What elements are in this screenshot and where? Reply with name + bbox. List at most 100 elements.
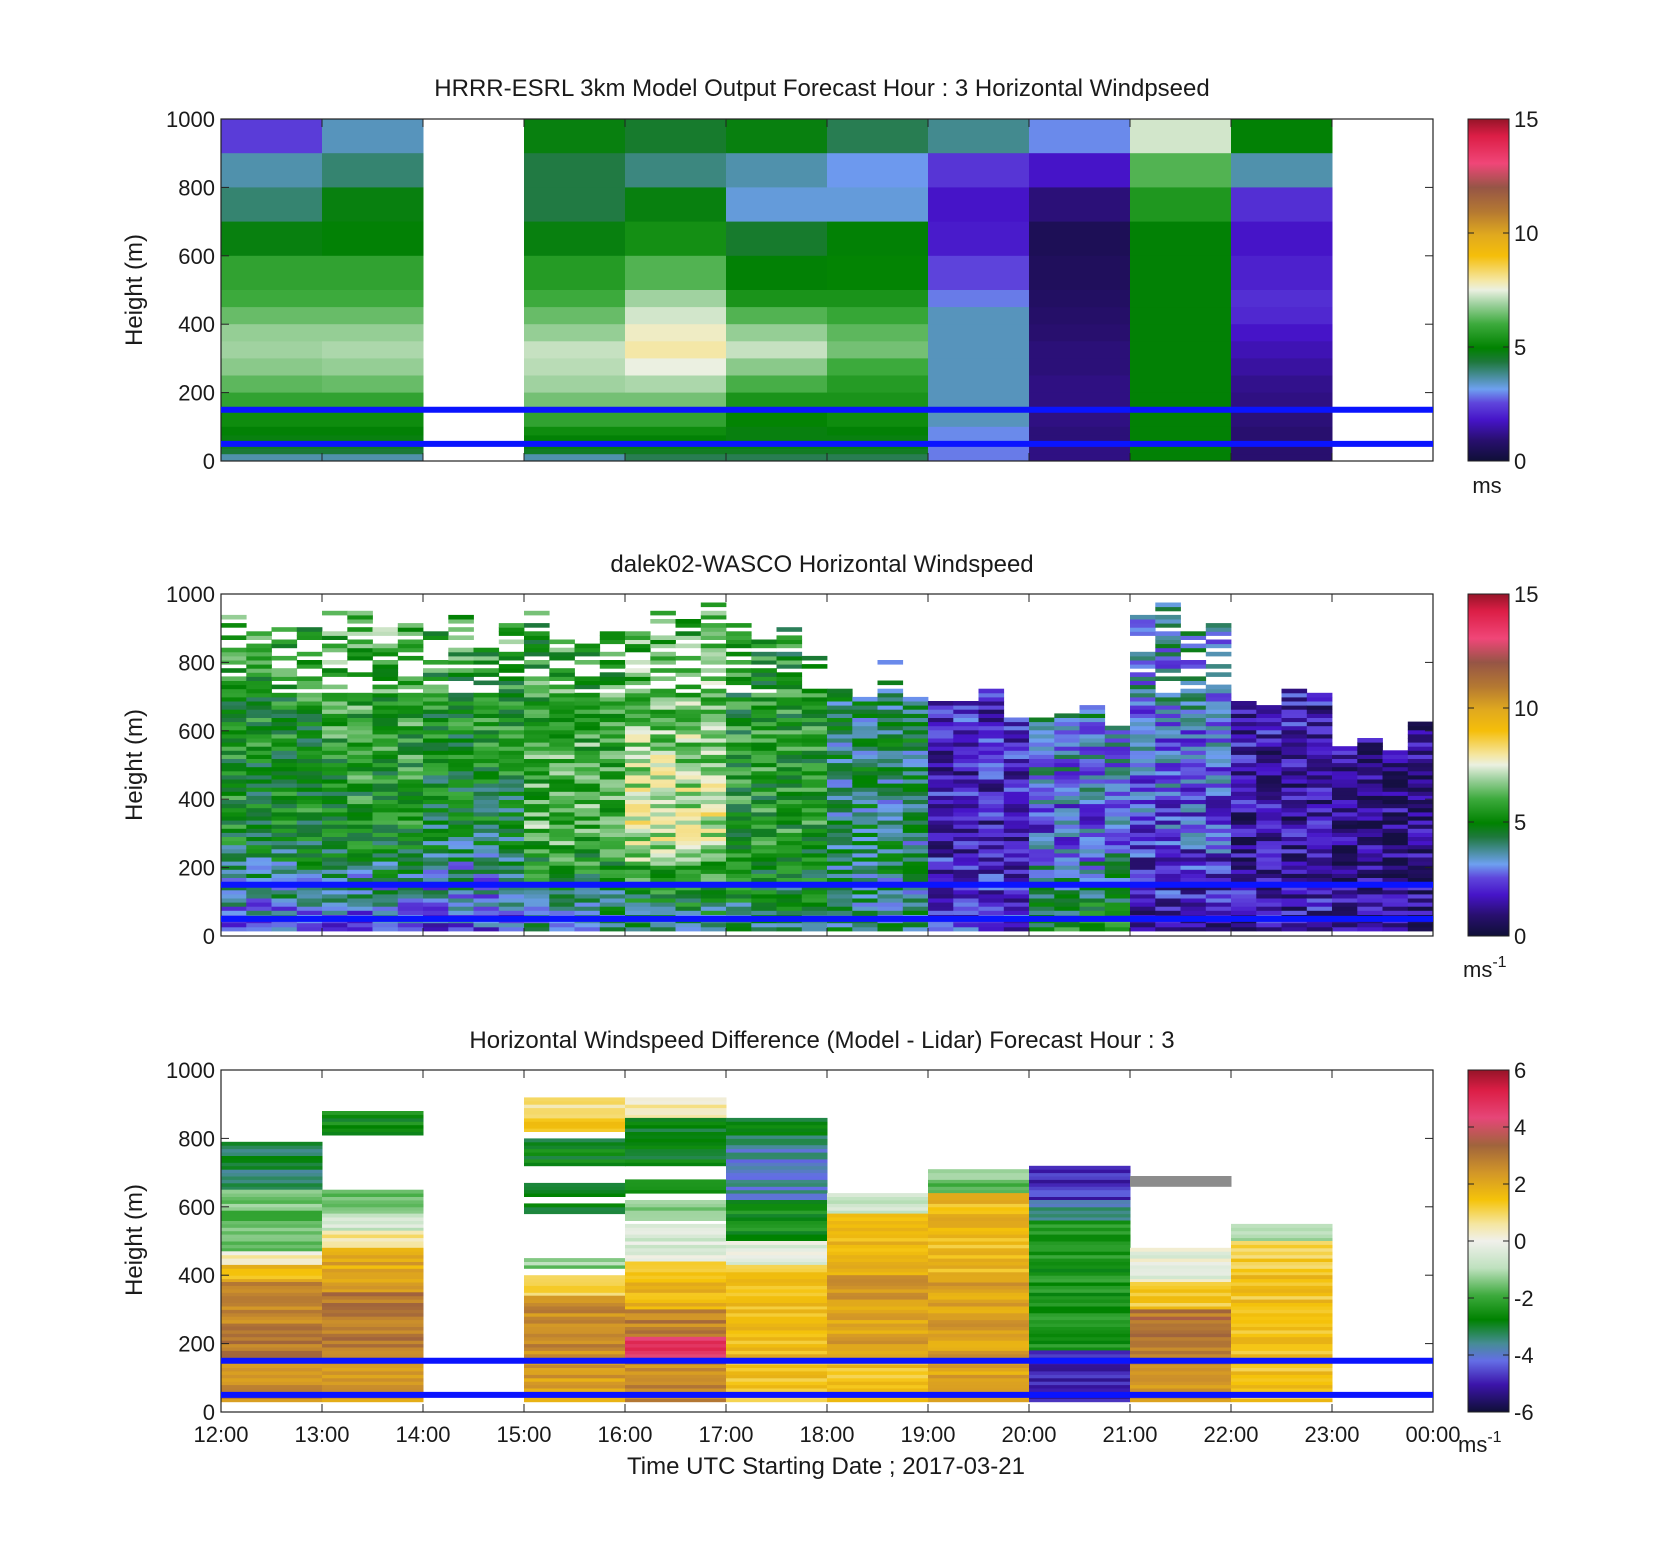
heatmap-cell bbox=[902, 857, 929, 862]
heatmap-cell bbox=[1306, 774, 1333, 780]
heatmap-cell bbox=[322, 824, 348, 829]
heatmap-cell bbox=[296, 885, 323, 891]
heatmap-cell bbox=[372, 660, 399, 665]
heatmap-cell bbox=[448, 803, 474, 809]
heatmap-cell bbox=[1130, 1299, 1232, 1303]
heatmap-cell bbox=[524, 889, 550, 895]
heatmap-cell bbox=[726, 1155, 828, 1160]
heatmap-cell bbox=[625, 1217, 727, 1221]
heatmap-cell bbox=[296, 873, 323, 878]
heatmap-cell bbox=[726, 1258, 828, 1262]
heatmap-cell bbox=[599, 824, 626, 829]
heatmap-cell bbox=[1155, 713, 1181, 718]
heatmap-cell bbox=[473, 828, 500, 833]
heatmap-cell bbox=[322, 324, 424, 342]
heatmap-cell bbox=[347, 639, 373, 645]
heatmap-cell bbox=[776, 676, 803, 681]
heatmap-cell bbox=[549, 889, 575, 895]
heatmap-cell bbox=[524, 1145, 626, 1150]
heatmap-cell bbox=[1155, 873, 1181, 878]
heatmap-cell bbox=[902, 922, 929, 928]
heatmap-cell bbox=[675, 643, 702, 649]
heatmap-cell bbox=[322, 1244, 424, 1249]
heatmap-cell bbox=[928, 1319, 1030, 1324]
heatmap-cell bbox=[928, 787, 954, 792]
heatmap-cell bbox=[1155, 766, 1181, 772]
heatmap-cell bbox=[751, 820, 777, 825]
heatmap-cell bbox=[599, 848, 626, 854]
heatmap-cell bbox=[751, 836, 777, 842]
heatmap-cell bbox=[953, 820, 979, 825]
heatmap-cell bbox=[751, 754, 777, 759]
heatmap-cell bbox=[1205, 844, 1232, 850]
heatmap-cell bbox=[1003, 926, 1030, 932]
heatmap-cell bbox=[1155, 885, 1181, 891]
heatmap-cell bbox=[625, 1158, 727, 1163]
heatmap-cell bbox=[877, 926, 904, 932]
heatmap-cell bbox=[700, 906, 727, 911]
heatmap-cell bbox=[928, 824, 954, 829]
heatmap-cell bbox=[221, 746, 247, 751]
heatmap-cell bbox=[1332, 906, 1358, 911]
heatmap-cell bbox=[271, 852, 298, 858]
heatmap-cell bbox=[726, 820, 752, 825]
heatmap-cell bbox=[650, 709, 676, 714]
heatmap-cell bbox=[524, 631, 550, 636]
heatmap-cell bbox=[1003, 857, 1030, 862]
heatmap-cell bbox=[726, 922, 752, 928]
heatmap-cell bbox=[599, 774, 626, 780]
heatmap-cell bbox=[978, 865, 1005, 870]
heatmap-cell bbox=[1231, 341, 1333, 359]
heatmap-cell bbox=[1029, 1234, 1131, 1239]
heatmap-cell bbox=[549, 696, 575, 702]
heatmap-cell bbox=[801, 783, 828, 788]
heatmap-cell bbox=[1281, 696, 1308, 702]
heatmap-cell bbox=[902, 779, 929, 784]
heatmap-cell bbox=[221, 1158, 323, 1163]
heatmap-cell bbox=[827, 816, 853, 821]
heatmap-cell bbox=[1306, 709, 1333, 714]
heatmap-cell bbox=[574, 873, 601, 878]
heatmap-cell bbox=[1306, 824, 1333, 829]
heatmap-cell bbox=[700, 660, 727, 665]
heatmap-cell bbox=[675, 832, 702, 837]
heatmap-cell bbox=[1130, 1398, 1232, 1403]
heatmap-cell bbox=[902, 799, 929, 805]
heatmap-cell bbox=[221, 1381, 323, 1386]
heatmap-cell bbox=[1130, 1340, 1232, 1345]
heatmap-cell bbox=[1029, 1271, 1131, 1276]
heatmap-cell bbox=[1180, 774, 1207, 780]
heatmap-cell bbox=[1306, 738, 1333, 743]
panel-model-x-ticks bbox=[220, 119, 1434, 461]
heatmap-cell bbox=[549, 926, 575, 932]
heatmap-cell bbox=[1256, 725, 1282, 731]
heatmap-cell bbox=[827, 1230, 929, 1235]
heatmap-cell bbox=[1003, 832, 1030, 837]
heatmap-cell bbox=[473, 795, 500, 800]
heatmap-cell bbox=[1029, 770, 1055, 776]
heatmap-cell bbox=[726, 1353, 828, 1358]
colorbar-tick-label: 0 bbox=[1514, 924, 1526, 949]
heatmap-cell bbox=[726, 1306, 828, 1310]
heatmap-cell bbox=[1231, 324, 1333, 342]
heatmap-cell bbox=[1306, 857, 1333, 862]
heatmap-cell bbox=[1029, 1196, 1131, 1201]
heatmap-cell bbox=[1130, 1264, 1232, 1269]
heatmap-cell bbox=[246, 742, 272, 747]
heatmap-cell bbox=[372, 824, 399, 829]
heatmap-cell bbox=[448, 729, 474, 735]
heatmap-cell bbox=[726, 1189, 828, 1194]
heatmap-cell bbox=[1029, 1210, 1131, 1215]
heatmap-cell bbox=[1079, 799, 1106, 805]
heatmap-cell bbox=[1231, 1292, 1333, 1297]
heatmap-cell bbox=[1029, 341, 1131, 359]
heatmap-cell bbox=[1231, 836, 1257, 842]
heatmap-cell bbox=[524, 290, 626, 308]
heatmap-cell bbox=[397, 807, 424, 813]
heatmap-cell bbox=[1205, 910, 1232, 915]
heatmap-cell bbox=[498, 893, 525, 899]
heatmap-cell bbox=[322, 857, 348, 862]
heatmap-cell bbox=[448, 705, 474, 710]
heatmap-cell bbox=[1054, 877, 1080, 883]
heatmap-cell bbox=[473, 729, 500, 735]
